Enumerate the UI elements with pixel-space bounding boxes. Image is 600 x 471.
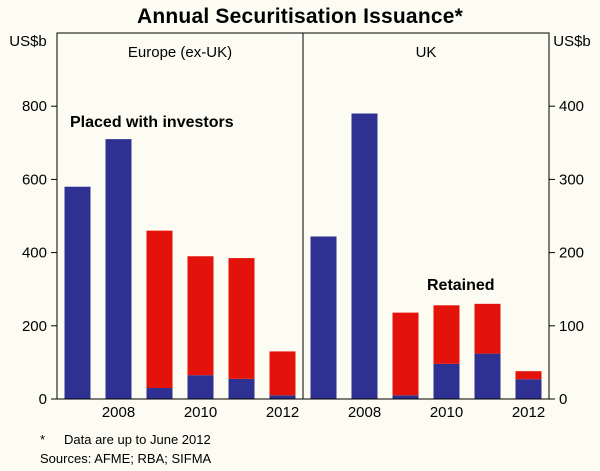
bar-placed-2011: [228, 378, 255, 399]
x-axis-tick-label: 2010: [184, 404, 217, 421]
x-axis-tick-label: 2008: [348, 404, 381, 421]
axes-layer: 0 200 400 600 800 0 100 200 300 400 2008 2010 2012 20…: [22, 32, 584, 421]
right-axis-tick-label: 0: [559, 391, 567, 408]
right-axis-tick-label: 200: [559, 245, 584, 262]
right-axis-tick-label: 300: [559, 171, 584, 188]
bar-placed-2010: [187, 375, 214, 399]
bar-placed-2008: [351, 113, 378, 400]
bar-retained-2010: [187, 256, 214, 376]
left-axis-tick-label: 0: [39, 391, 47, 408]
footnote-line: * Data are up to June 2012: [40, 431, 211, 450]
left-axis-tick-label: 400: [22, 245, 47, 262]
bar-retained-2010: [433, 305, 460, 364]
panel-label-uk: UK: [416, 44, 437, 61]
x-axis-tick-label: 2008: [102, 404, 135, 421]
panel-label-europe: Europe (ex-UK): [128, 44, 232, 61]
left-axis-tick-label: 600: [22, 171, 47, 188]
right-axis-tick-label: 100: [559, 318, 584, 335]
bar-placed-2010: [433, 363, 460, 399]
bars-layer: [64, 113, 542, 400]
bar-placed-2011: [474, 353, 501, 399]
right-axis-unit-label: US$b: [553, 33, 591, 50]
bar-placed-2008: [105, 139, 132, 399]
bar-placed-2012: [515, 379, 542, 399]
bar-retained-2009: [392, 312, 419, 396]
bar-retained-2012: [515, 371, 542, 380]
x-axis-tick-label: 2010: [430, 404, 463, 421]
bar-placed-2012: [269, 395, 296, 399]
footnote-asterisk: *: [40, 432, 46, 447]
right-axis-tick-label: 400: [559, 98, 584, 115]
annotation-retained: Retained: [427, 277, 495, 294]
footnote-note: Data are up to June 2012: [64, 432, 211, 447]
x-axis-tick-label: 2012: [512, 404, 545, 421]
bar-placed-2007: [64, 186, 91, 399]
bar-retained-2009: [146, 230, 173, 389]
bar-placed-2009: [146, 388, 173, 399]
chart-title: Annual Securitisation Issuance*: [137, 5, 463, 28]
footnotes: * Data are up to June 2012 Sources: AFME;…: [40, 431, 211, 469]
left-axis-tick-label: 800: [22, 98, 47, 115]
left-axis-tick-label: 200: [22, 318, 47, 335]
footnote-sources: Sources: AFME; RBA; SIFMA: [40, 450, 212, 466]
bar-retained-2011: [228, 258, 255, 379]
left-axis-unit-label: US$b: [9, 33, 47, 50]
bar-retained-2011: [474, 303, 501, 354]
bar-placed-2007: [310, 236, 337, 399]
bar-placed-2009: [392, 395, 419, 399]
bar-retained-2012: [269, 351, 296, 396]
annotation-placed-with-investors: Placed with investors: [70, 114, 234, 131]
x-axis-tick-label: 2012: [266, 404, 299, 421]
